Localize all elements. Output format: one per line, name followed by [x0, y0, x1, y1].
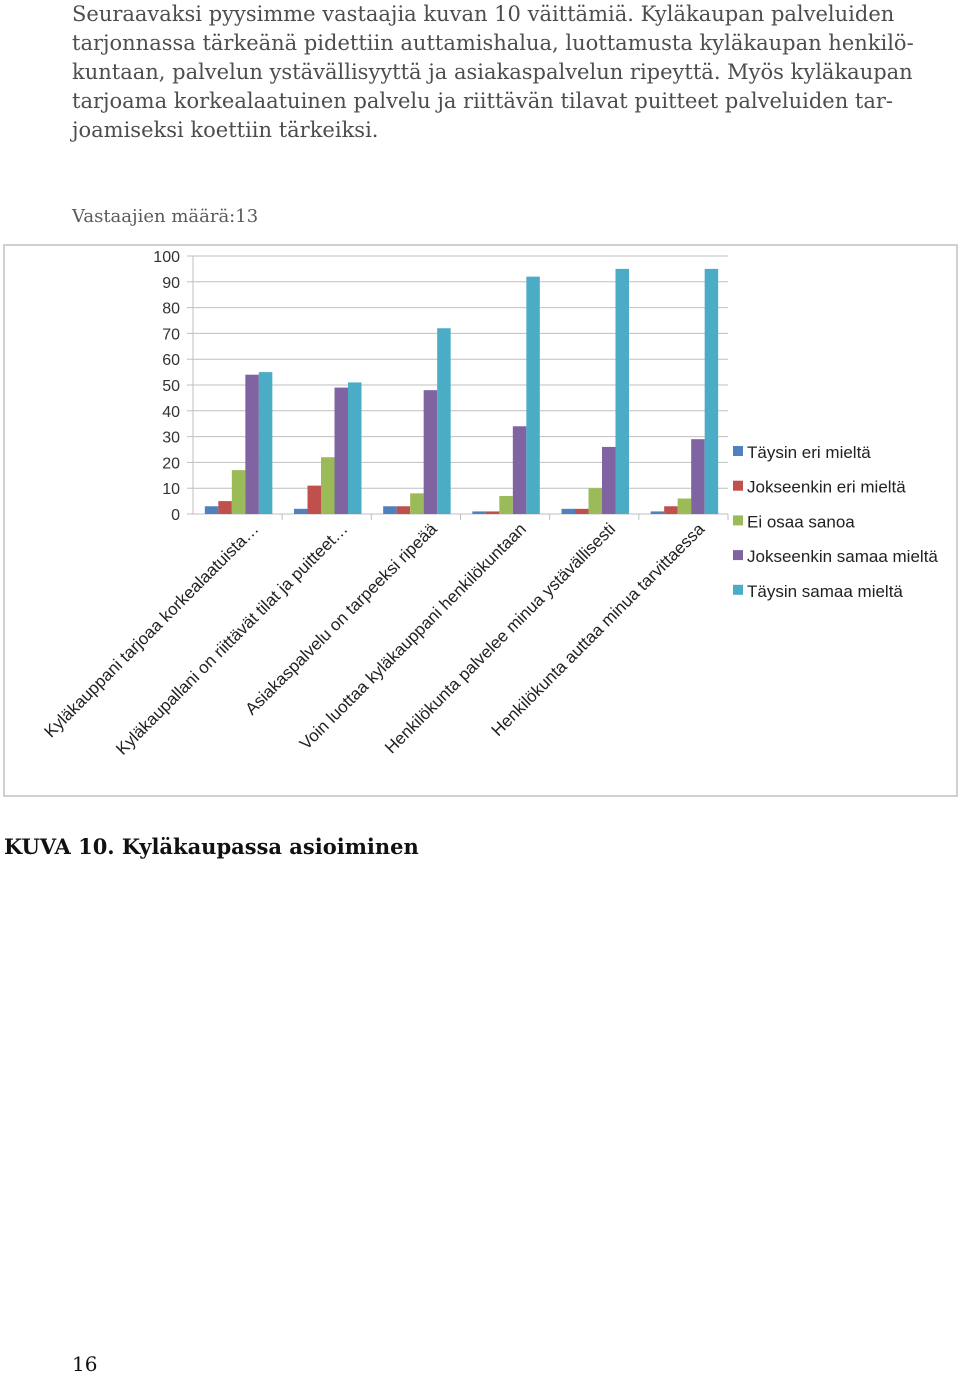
figure-caption: KUVA 10. Kyläkaupassa asioiminen — [4, 834, 419, 859]
y-tick-label: 40 — [162, 404, 180, 421]
bar — [485, 511, 500, 514]
legend-label: Jokseenkin eri mieltä — [747, 478, 906, 497]
y-tick-label: 30 — [162, 430, 180, 447]
legend-swatch — [733, 446, 743, 456]
bar — [245, 374, 259, 514]
bar — [396, 506, 411, 514]
bar — [231, 470, 246, 514]
bar — [472, 511, 486, 514]
bar — [575, 508, 589, 514]
bar — [691, 439, 705, 514]
legend-label: Ei osaa sanoa — [747, 512, 855, 531]
bar — [615, 268, 629, 514]
bar — [602, 446, 616, 514]
category-label: Asiakaspalvelu on tarpeeksi ripeää — [242, 519, 442, 719]
legend-swatch — [733, 550, 743, 561]
bar — [294, 508, 308, 514]
intro-line: joamiseksi koettiin tärkeiksi. — [72, 118, 379, 142]
legend-label: Täysin samaa mieltä — [747, 582, 903, 601]
legend-swatch — [733, 515, 743, 526]
bar — [704, 268, 719, 514]
bar — [437, 328, 451, 514]
y-tick-label: 80 — [162, 301, 180, 318]
bar — [218, 501, 232, 514]
intro-paragraph: Seuraavaksi pyysimme vastaajia kuvan 10 … — [72, 0, 914, 145]
bar — [204, 506, 219, 514]
bar — [383, 506, 397, 514]
legend-label: Jokseenkin samaa mieltä — [747, 547, 938, 566]
bar — [423, 390, 438, 514]
respondent-count: Vastaajien määrä:13 — [72, 206, 259, 227]
y-tick-label: 70 — [162, 326, 180, 343]
y-tick-label: 20 — [162, 455, 180, 472]
y-tick-label: 90 — [162, 275, 180, 292]
intro-line: tarjoama korkealaatuinen palvelu ja riit… — [72, 89, 894, 113]
intro-line: Seuraavaksi pyysimme vastaajia kuvan 10 … — [72, 2, 895, 26]
bar — [588, 488, 602, 514]
bar — [664, 506, 678, 514]
bar — [410, 493, 424, 514]
intro-line: tarjonnassa tärkeänä pidettiin auttamish… — [72, 31, 914, 55]
bar — [499, 495, 513, 514]
bar — [561, 508, 575, 514]
y-tick-label: 60 — [162, 352, 180, 369]
bar — [677, 498, 692, 514]
intro-line: kuntaan, palvelun ystävällisyyttä ja asi… — [72, 60, 913, 84]
bar — [512, 426, 527, 514]
bar — [526, 276, 540, 514]
legend-label: Täysin eri mieltä — [747, 443, 871, 462]
y-tick-label: 10 — [162, 481, 180, 498]
legend-swatch — [733, 480, 743, 491]
y-tick-label: 50 — [162, 378, 180, 395]
legend-swatch — [733, 584, 743, 595]
page-number: 16 — [72, 1352, 98, 1376]
bar — [348, 382, 362, 514]
y-tick-label: 100 — [153, 249, 180, 266]
chart-frame — [3, 244, 958, 797]
y-tick-label: 0 — [171, 507, 180, 524]
bar — [321, 457, 335, 514]
bar — [258, 372, 273, 514]
bar — [307, 485, 321, 514]
bar — [334, 387, 348, 514]
bar — [650, 511, 665, 514]
